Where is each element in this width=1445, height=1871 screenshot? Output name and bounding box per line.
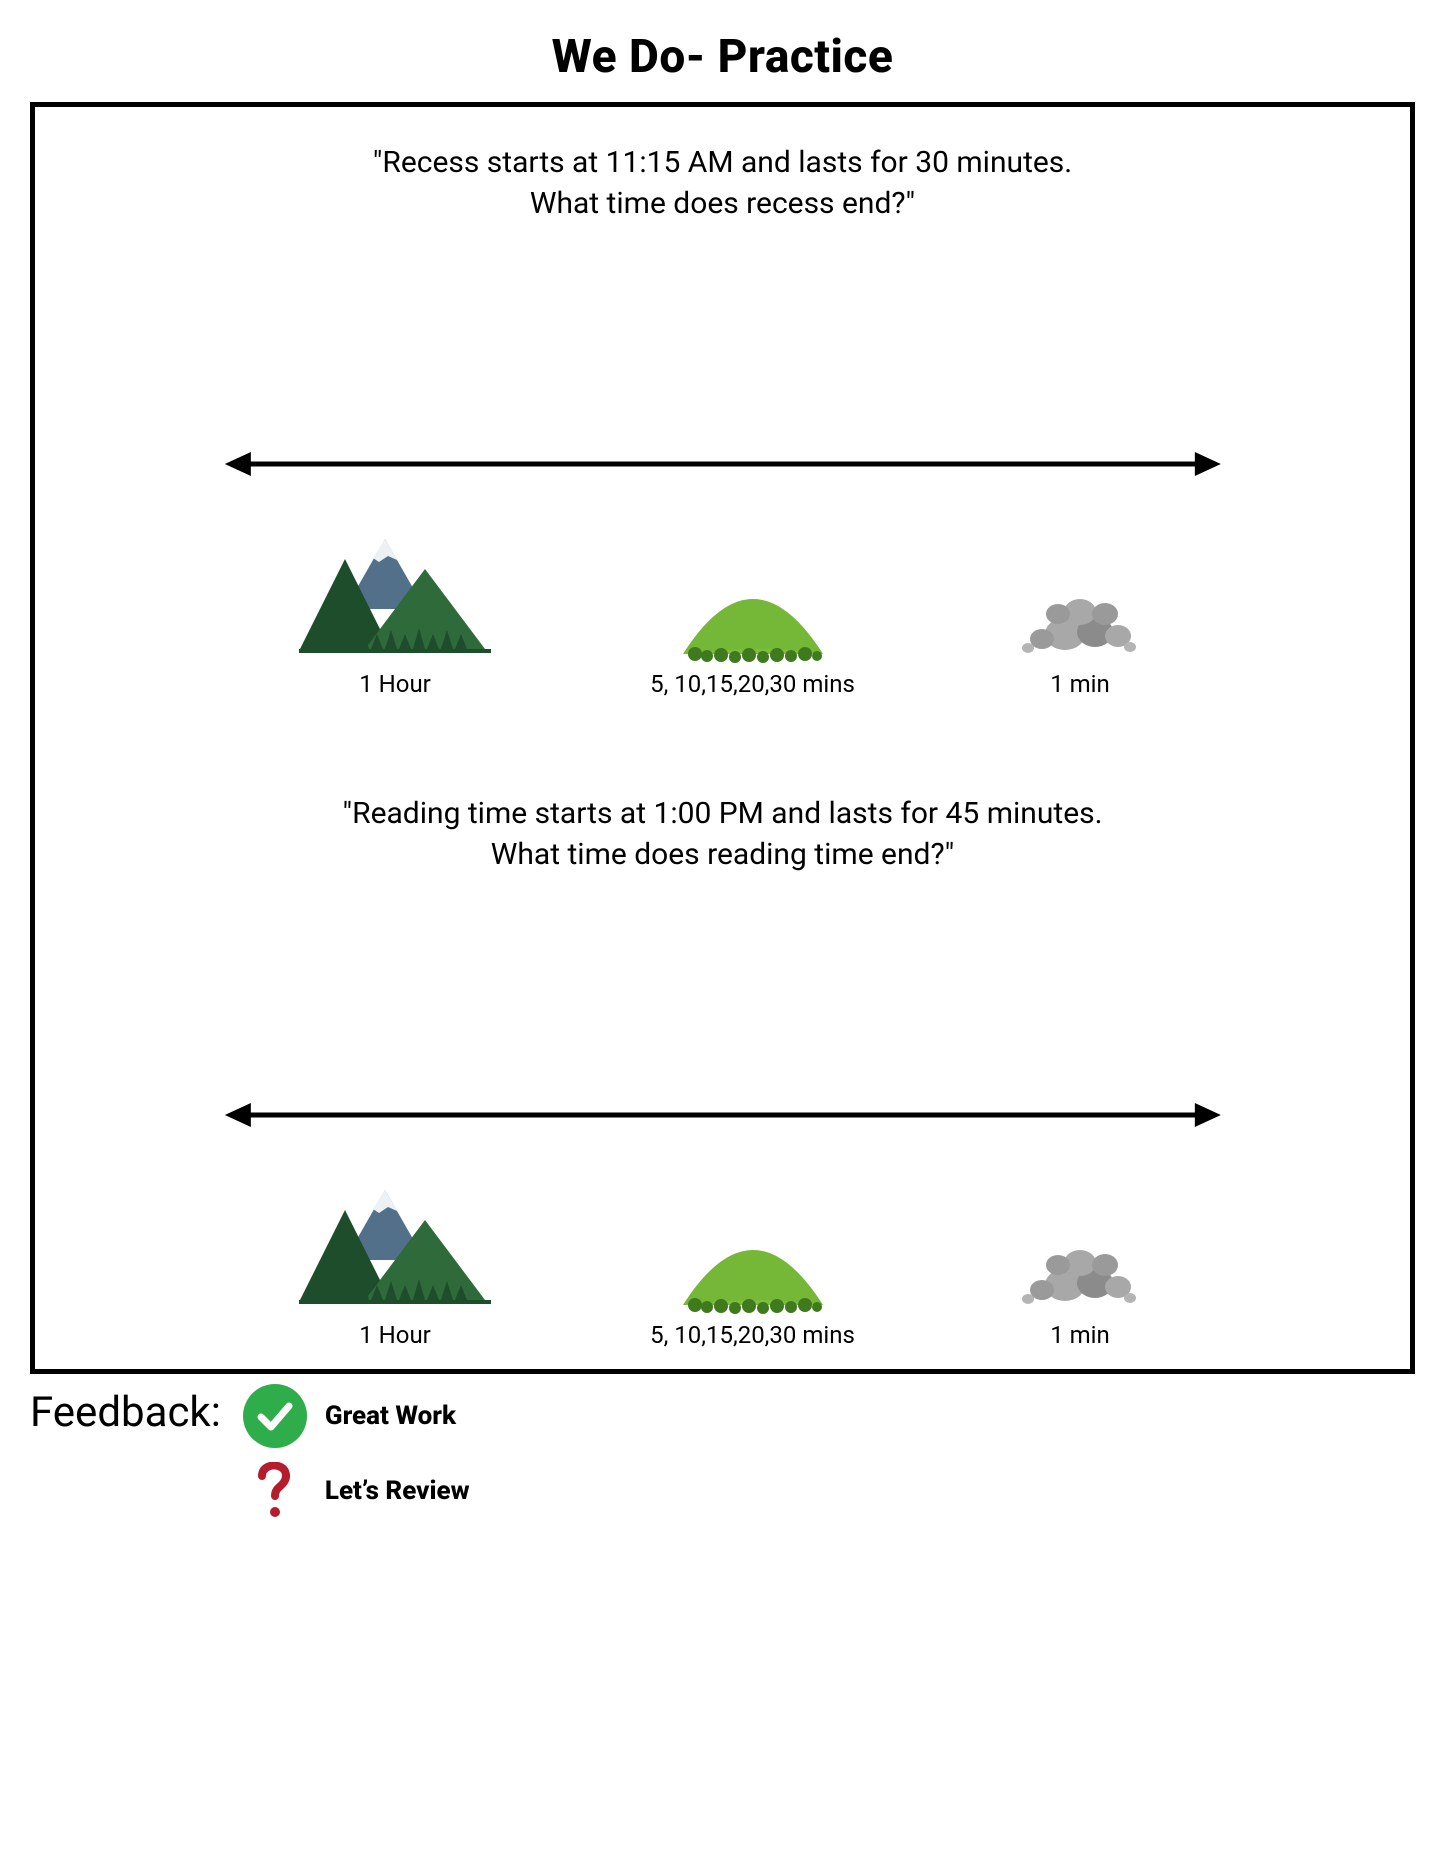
rocks-icon: [1010, 1175, 1150, 1315]
legend-item-mountains: 1 Hour: [295, 524, 495, 698]
time-legend-1: 1 Hour 5,: [217, 524, 1227, 698]
legend-label: 5, 10,15,20,30 mins: [650, 670, 855, 698]
time-legend-2: 1 Hour 5,: [217, 1175, 1227, 1349]
hill-icon: [673, 524, 833, 664]
prompt-line: "Reading time starts at 1:00 PM and last…: [342, 796, 1102, 831]
legend-item-rocks: 1 min: [1010, 524, 1150, 698]
legend-label: 1 Hour: [359, 670, 431, 698]
gap: [75, 698, 1370, 788]
feedback-section: Feedback: Great Work Let’s Review: [30, 1384, 1415, 1534]
feedback-label: Great Work: [325, 1401, 456, 1431]
workspace-area: [75, 234, 1370, 444]
feedback-label: Let’s Review: [325, 1476, 470, 1506]
number-line-1: [166, 444, 1280, 484]
legend-label: 1 Hour: [359, 1321, 431, 1349]
prompt-line: "Recess starts at 11:15 AM and lasts for…: [373, 145, 1072, 180]
legend-item-hill: 5, 10,15,20,30 mins: [650, 1175, 855, 1349]
legend-label: 1 min: [1050, 1321, 1110, 1349]
double-arrow-icon: [166, 444, 1280, 484]
feedback-items: Great Work Let’s Review: [243, 1384, 470, 1534]
prompt-line: What time does recess end?": [530, 186, 915, 221]
legend-item-rocks: 1 min: [1010, 1175, 1150, 1349]
prompt-line: What time does reading time end?": [491, 837, 954, 872]
legend-label: 1 min: [1050, 670, 1110, 698]
mountains-icon: [295, 524, 495, 664]
check-icon: [243, 1384, 307, 1448]
legend-item-hill: 5, 10,15,20,30 mins: [650, 524, 855, 698]
question-icon: [243, 1462, 307, 1520]
problem-1-prompt: "Recess starts at 11:15 AM and lasts for…: [243, 143, 1203, 224]
legend-label: 5, 10,15,20,30 mins: [650, 1321, 855, 1349]
mountains-icon: [295, 1175, 495, 1315]
content-frame: "Recess starts at 11:15 AM and lasts for…: [30, 102, 1415, 1374]
feedback-title: Feedback:: [30, 1388, 221, 1437]
legend-item-mountains: 1 Hour: [295, 1175, 495, 1349]
double-arrow-icon: [166, 1095, 1280, 1135]
problem-2-prompt: "Reading time starts at 1:00 PM and last…: [243, 794, 1203, 875]
page-title: We Do- Practice: [30, 30, 1415, 84]
workspace-area: [75, 885, 1370, 1095]
number-line-2: [166, 1095, 1280, 1135]
rocks-icon: [1010, 524, 1150, 664]
hill-icon: [673, 1175, 833, 1315]
worksheet-page: We Do- Practice "Recess starts at 11:15 …: [0, 0, 1445, 1574]
feedback-item-great-work: Great Work: [243, 1384, 470, 1448]
feedback-item-lets-review: Let’s Review: [243, 1462, 470, 1520]
